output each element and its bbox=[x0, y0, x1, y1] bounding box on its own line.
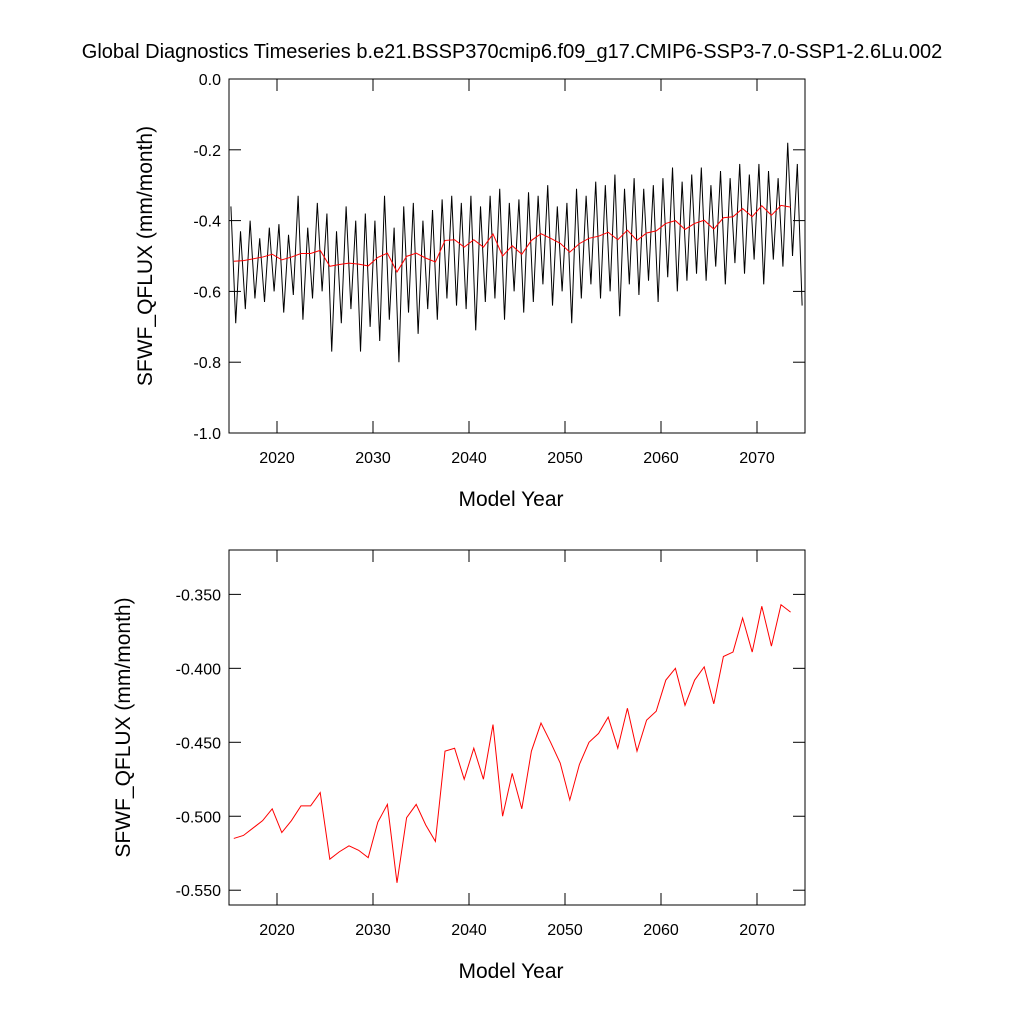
x-tick-label: 2040 bbox=[451, 922, 487, 939]
x-tick-label: 2030 bbox=[355, 450, 391, 467]
y-tick-label: -0.500 bbox=[176, 809, 221, 826]
y-tick-label: -0.4 bbox=[193, 214, 221, 231]
chart-title: Global Diagnostics Timeseries b.e21.BSSP… bbox=[82, 41, 942, 63]
x-tick-label: 2070 bbox=[739, 922, 775, 939]
data-line bbox=[233, 204, 791, 273]
plot-frame bbox=[228, 549, 806, 906]
plot-frame bbox=[228, 78, 806, 434]
x-tick-label: 2040 bbox=[451, 450, 487, 467]
y-tick-label: -1.0 bbox=[193, 426, 221, 443]
y-tick-label: -0.6 bbox=[193, 284, 221, 301]
x-tick-label: 2060 bbox=[643, 450, 679, 467]
y-tick-label: 0.0 bbox=[199, 72, 221, 89]
x-tick-label: 2070 bbox=[739, 450, 775, 467]
y-tick-label: -0.550 bbox=[176, 883, 221, 900]
x-tick-label: 2030 bbox=[355, 922, 391, 939]
y-tick-label: -0.350 bbox=[176, 587, 221, 604]
y-axis-label: SFWF_QFLUX (mm/month) bbox=[112, 597, 135, 857]
x-tick-label: 2050 bbox=[547, 922, 583, 939]
y-tick-label: -0.8 bbox=[193, 355, 221, 372]
y-axis-label: SFWF_QFLUX (mm/month) bbox=[134, 126, 157, 386]
y-tick-label: -0.2 bbox=[193, 143, 221, 160]
x-axis-label: Model Year bbox=[458, 960, 563, 983]
y-tick-label: -0.450 bbox=[176, 735, 221, 752]
x-axis-label: Model Year bbox=[458, 488, 563, 511]
data-line bbox=[233, 603, 791, 883]
x-tick-label: 2020 bbox=[259, 922, 295, 939]
x-tick-label: 2060 bbox=[643, 922, 679, 939]
data-line bbox=[230, 142, 803, 363]
x-tick-label: 2020 bbox=[259, 450, 295, 467]
y-tick-label: -0.400 bbox=[176, 661, 221, 678]
x-tick-label: 2050 bbox=[547, 450, 583, 467]
